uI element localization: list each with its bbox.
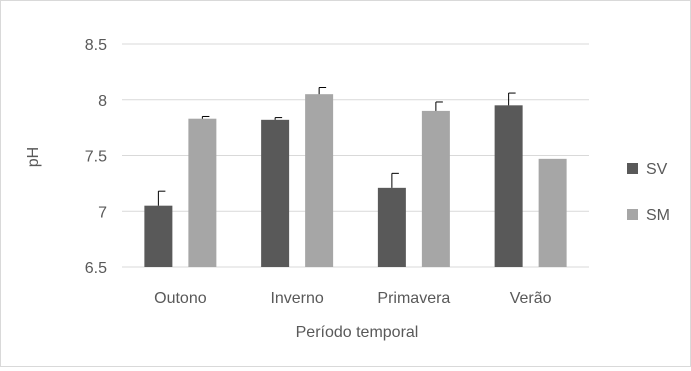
x-tick-label: Outono xyxy=(154,290,207,307)
y-tick-label: 8.5 xyxy=(85,37,107,54)
x-tick-label: Verão xyxy=(510,290,552,307)
bar-sv-3 xyxy=(494,105,523,267)
x-axis-ticks: Outono Inverno Primavera Verão xyxy=(154,290,552,307)
x-tick-label: Inverno xyxy=(270,290,323,307)
bar-sv-0 xyxy=(144,205,173,267)
bar-sm-0 xyxy=(188,118,217,267)
y-axis-label: pH xyxy=(25,147,42,167)
bar-sv-2 xyxy=(377,187,406,267)
legend: SV SM xyxy=(627,161,670,224)
bar-sv-1 xyxy=(261,119,290,267)
x-tick-label: Primavera xyxy=(377,290,450,307)
y-tick-label: 8 xyxy=(98,93,107,110)
x-axis-label: Período temporal xyxy=(296,324,419,341)
y-axis-ticks: 6.5 7 7.5 8 8.5 xyxy=(85,37,107,277)
bar-sm-3 xyxy=(538,158,567,267)
bars xyxy=(144,94,567,268)
legend-label-sv: SV xyxy=(646,161,668,178)
legend-swatch-sm xyxy=(627,209,638,220)
y-tick-label: 6.5 xyxy=(85,260,107,277)
bar-sm-1 xyxy=(305,94,334,267)
bar-sm-2 xyxy=(421,110,450,268)
error-bars xyxy=(157,86,516,206)
y-tick-label: 7 xyxy=(98,204,107,221)
legend-label-sm: SM xyxy=(646,207,670,224)
legend-swatch-sv xyxy=(627,163,638,174)
y-tick-label: 7.5 xyxy=(85,149,107,166)
